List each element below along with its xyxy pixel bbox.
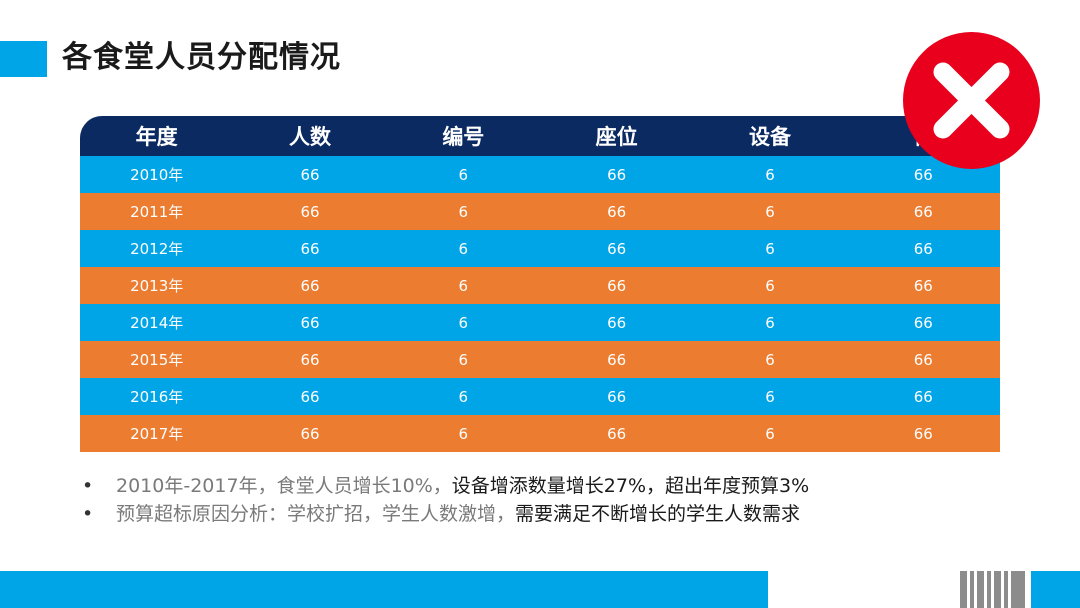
cell-equipment: 6 — [693, 156, 847, 193]
cell-number: 6 — [386, 230, 540, 267]
header-year: 年度 — [80, 116, 234, 156]
barcode-stripe — [1011, 571, 1025, 608]
cell-equipment: 6 — [693, 267, 847, 304]
table-row: 2015年 66 6 66 6 66 — [80, 341, 1000, 378]
table-row: 2011年 66 6 66 6 66 — [80, 193, 1000, 230]
footer-accent-bar — [0, 571, 768, 608]
note-text-light: 预算超标原因分析：学校扩招，学生人数激增， — [116, 503, 516, 525]
cell-seats: 66 — [539, 304, 694, 341]
analysis-notes: • 2010年-2017年，食堂人员增长10%，设备增添数量增长27%，超出年度预… — [82, 472, 809, 528]
cell-equipment: 6 — [693, 230, 847, 267]
cell-total: 66 — [846, 193, 1000, 230]
table-row: 2012年 66 6 66 6 66 — [80, 230, 1000, 267]
cell-total: 66 — [846, 267, 1000, 304]
cell-year: 2013年 — [80, 267, 234, 304]
cell-year: 2016年 — [80, 378, 234, 415]
cell-year: 2017年 — [80, 415, 234, 452]
cell-number: 6 — [386, 415, 540, 452]
list-item: • 预算超标原因分析：学校扩招，学生人数激增，需要满足不断增长的学生人数需求 — [82, 500, 809, 528]
note-text-emphasis: 设备增添数量增长27%，超出年度预算3% — [451, 475, 810, 497]
cell-equipment: 6 — [693, 415, 847, 452]
barcode-stripe — [977, 571, 984, 608]
table-row: 2017年 66 6 66 6 66 — [80, 415, 1000, 452]
cell-number: 6 — [386, 304, 540, 341]
cell-seats: 66 — [539, 378, 694, 415]
cell-year: 2015年 — [80, 341, 234, 378]
cell-equipment: 6 — [693, 193, 847, 230]
cell-staff-count: 66 — [233, 193, 387, 230]
cell-year: 2012年 — [80, 230, 234, 267]
slide-title: 各食堂人员分配情况 — [62, 40, 341, 75]
cell-equipment: 6 — [693, 304, 847, 341]
table-row: 2010年 66 6 66 6 66 — [80, 156, 1000, 193]
cell-year: 2014年 — [80, 304, 234, 341]
cell-seats: 66 — [539, 193, 694, 230]
cell-year: 2010年 — [80, 156, 234, 193]
barcode-stripe — [960, 571, 967, 608]
cell-total: 66 — [846, 415, 1000, 452]
barcode-stripe — [1004, 571, 1008, 608]
cell-number: 6 — [386, 378, 540, 415]
cell-seats: 66 — [539, 267, 694, 304]
cell-staff-count: 66 — [233, 415, 387, 452]
cell-total: 66 — [846, 378, 1000, 415]
cell-equipment: 6 — [693, 341, 847, 378]
barcode-stripe — [970, 571, 974, 608]
table-row: 2014年 66 6 66 6 66 — [80, 304, 1000, 341]
staff-allocation-table: 年度 人数 编号 座位 设备 合 2010年 66 6 66 6 66 2011… — [80, 116, 1000, 452]
list-item: • 2010年-2017年，食堂人员增长10%，设备增添数量增长27%，超出年度预… — [82, 472, 809, 500]
barcode-stripe — [987, 571, 991, 608]
bullet-dot: • — [82, 503, 94, 525]
cell-staff-count: 66 — [233, 304, 387, 341]
staff-table-container: 年度 人数 编号 座位 设备 合 2010年 66 6 66 6 66 2011… — [80, 116, 1000, 452]
cell-total: 66 — [846, 341, 1000, 378]
note-text-light: 2010年-2017年，食堂人员增长10%， — [116, 475, 452, 497]
cell-total: 66 — [846, 304, 1000, 341]
cell-staff-count: 66 — [233, 156, 387, 193]
table-row: 2013年 66 6 66 6 66 — [80, 267, 1000, 304]
x-mark-icon — [933, 62, 1010, 139]
table-header-row: 年度 人数 编号 座位 设备 合 — [80, 116, 1000, 156]
cell-seats: 66 — [539, 341, 694, 378]
wrong-x-icon — [903, 32, 1040, 169]
table-row: 2016年 66 6 66 6 66 — [80, 378, 1000, 415]
cell-number: 6 — [386, 156, 540, 193]
header-number: 编号 — [386, 116, 540, 156]
cell-seats: 66 — [539, 230, 694, 267]
cell-staff-count: 66 — [233, 378, 387, 415]
cell-equipment: 6 — [693, 378, 847, 415]
barcode-stripe — [994, 571, 1001, 608]
cell-staff-count: 66 — [233, 341, 387, 378]
bullet-dot: • — [82, 475, 94, 497]
note-text-emphasis: 需要满足不断增长的学生人数需求 — [515, 503, 801, 525]
cell-staff-count: 66 — [233, 230, 387, 267]
cell-year: 2011年 — [80, 193, 234, 230]
cell-total: 66 — [846, 230, 1000, 267]
cell-number: 6 — [386, 341, 540, 378]
cell-staff-count: 66 — [233, 267, 387, 304]
cell-seats: 66 — [539, 415, 694, 452]
header-seats: 座位 — [539, 116, 694, 156]
cell-seats: 66 — [539, 156, 694, 193]
header-equipment: 设备 — [693, 116, 847, 156]
cell-number: 6 — [386, 193, 540, 230]
footer-corner-block — [1031, 571, 1080, 608]
title-accent-bar — [0, 41, 47, 77]
cell-number: 6 — [386, 267, 540, 304]
header-staff-count: 人数 — [233, 116, 387, 156]
